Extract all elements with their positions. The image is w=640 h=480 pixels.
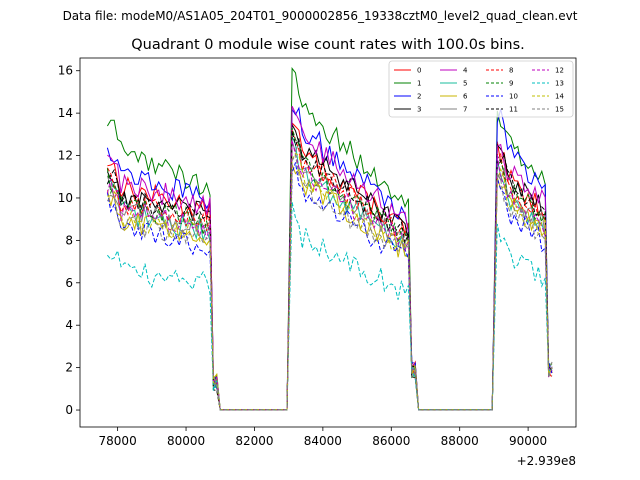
- x-offset-label: +2.939e8: [517, 454, 576, 468]
- series-line-module-1: [106, 66, 553, 411]
- y-tick-label: 14: [58, 106, 73, 120]
- legend-label-module-8: 8: [509, 67, 513, 75]
- series-line-module-7: [106, 141, 553, 411]
- legend-label-module-0: 0: [417, 67, 421, 75]
- x-tick-label: 82000: [235, 434, 273, 448]
- x-tick-label: 86000: [372, 434, 410, 448]
- legend-label-module-11: 11: [509, 106, 518, 114]
- x-tick-label: 84000: [304, 434, 342, 448]
- y-tick-label: 6: [65, 276, 73, 290]
- plot-frame: [79, 57, 577, 428]
- legend-label-module-2: 2: [417, 93, 421, 101]
- y-tick-label: 12: [58, 149, 73, 163]
- legend-label-module-13: 13: [555, 80, 564, 88]
- legend-label-module-15: 15: [555, 106, 564, 114]
- legend-label-module-4: 4: [463, 67, 468, 75]
- legend-label-module-3: 3: [417, 106, 421, 114]
- legend-label-module-1: 1: [417, 80, 421, 88]
- legend-label-module-6: 6: [463, 93, 468, 101]
- series-layer: [106, 66, 553, 411]
- y-tick-label: 2: [65, 361, 73, 375]
- series-line-module-3: [106, 122, 553, 411]
- legend-label-module-5: 5: [463, 80, 467, 88]
- figure-suptitle: Data file: modeM0/AS1A05_204T01_90000028…: [63, 9, 578, 23]
- chart-title: Quadrant 0 module wise count rates with …: [131, 37, 525, 53]
- series-line-module-13: [107, 201, 553, 411]
- series-line-module-0: [107, 121, 553, 411]
- legend-label-module-12: 12: [555, 67, 564, 75]
- y-tick-label: 16: [58, 64, 73, 78]
- series-line-module-9: [106, 127, 553, 411]
- legend-label-module-9: 9: [509, 80, 513, 88]
- legend-frame: [388, 60, 574, 118]
- series-line-module-11: [106, 130, 553, 411]
- legend-label-module-7: 7: [463, 106, 467, 114]
- series-line-module-4: [107, 105, 553, 411]
- x-tick-label: 88000: [441, 434, 479, 448]
- x-tick-label: 90000: [509, 434, 547, 448]
- series-line-module-14: [107, 152, 553, 411]
- series-line-module-2: [106, 106, 553, 411]
- x-axis: 78000 80000 82000 84000 86000 88000 90000: [99, 427, 547, 448]
- y-tick-label: 0: [65, 403, 73, 417]
- series-line-module-8: [106, 129, 553, 411]
- legend-label-module-10: 10: [509, 93, 518, 101]
- y-axis: 0 2 4 6 8 10 12 14 16: [58, 64, 80, 417]
- y-tick-label: 10: [58, 191, 73, 205]
- x-tick-label: 80000: [167, 434, 205, 448]
- y-tick-label: 8: [65, 233, 73, 247]
- plot-area: [79, 57, 577, 428]
- legend-label-module-14: 14: [555, 93, 564, 101]
- x-tick-label: 78000: [99, 434, 137, 448]
- y-tick-label: 4: [65, 318, 73, 332]
- series-line-module-12: [106, 139, 553, 411]
